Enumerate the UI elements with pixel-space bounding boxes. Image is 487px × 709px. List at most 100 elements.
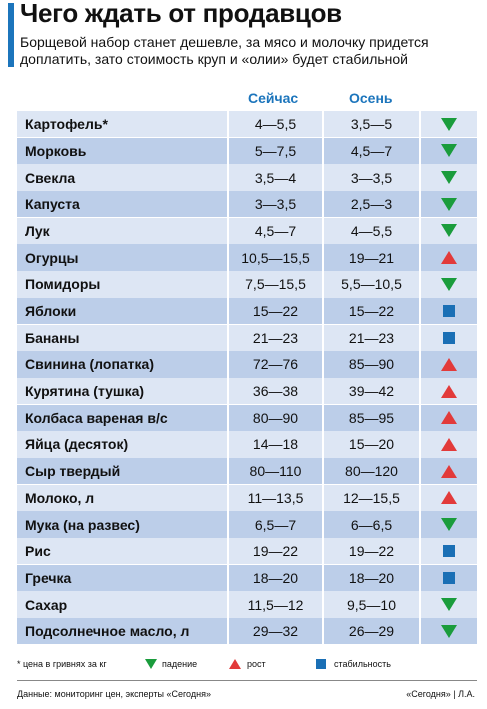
- table-row: Молоко, л 11—13,5 12—15,5: [17, 484, 477, 512]
- page-subtitle: Борщевой набор станет дешевле, за мясо и…: [20, 34, 429, 67]
- product-name: Свинина (лопатка): [17, 351, 227, 378]
- price-autumn: 3—3,5: [324, 164, 419, 191]
- product-name: Сыр твердый: [17, 457, 227, 485]
- triangle-down-icon: [441, 598, 457, 612]
- trend-cell: [421, 457, 477, 485]
- square-icon: [443, 331, 455, 344]
- product-name: Морковь: [17, 137, 227, 165]
- square-icon: [443, 571, 455, 584]
- table-row: Колбаса вареная в/с 80—90 85—95: [17, 404, 477, 431]
- table-row: Курятина (тушка) 36—38 39—42: [17, 377, 477, 405]
- footer-source: Данные: мониторинг цен, эксперты «Сегодн…: [17, 689, 211, 699]
- price-now: 3—3,5: [229, 191, 322, 218]
- table-row: Яблоки 15—22 15—22: [17, 297, 477, 325]
- price-autumn: 26—29: [324, 618, 419, 645]
- legend-up-icon: [229, 659, 241, 669]
- price-now: 36—38: [229, 377, 322, 405]
- trend-cell: [421, 244, 477, 271]
- product-name: Молоко, л: [17, 484, 227, 512]
- product-name: Бананы: [17, 324, 227, 351]
- footer-credit: «Сегодня» | Л.А.: [406, 689, 475, 699]
- table-row: Мука (на развес) 6,5—7 6—6,5: [17, 511, 477, 538]
- legend-stable-label: стабильность: [334, 659, 391, 669]
- table-row: Бананы 21—23 21—23: [17, 324, 477, 351]
- triangle-down-icon: [441, 277, 457, 291]
- legend-up-label: рост: [247, 659, 266, 669]
- price-autumn: 3,5—5: [324, 111, 419, 138]
- legend-note: * цена в гривнях за кг: [17, 659, 107, 669]
- product-name: Яйца (десяток): [17, 431, 227, 458]
- price-now: 29—32: [229, 618, 322, 645]
- price-now: 4,5—7: [229, 217, 322, 245]
- trend-cell: [421, 191, 477, 218]
- price-now: 11,5—12: [229, 591, 322, 618]
- legend: * цена в гривнях за кг падение рост стаб…: [17, 657, 477, 673]
- trend-cell: [421, 217, 477, 245]
- page-title: Чего ждать от продавцов: [20, 0, 342, 28]
- product-name: Сахар: [17, 591, 227, 618]
- table-row: Сахар 11,5—12 9,5—10: [17, 591, 477, 618]
- price-autumn: 85—90: [324, 351, 419, 378]
- price-now: 21—23: [229, 324, 322, 351]
- product-name: Огурцы: [17, 244, 227, 271]
- trend-cell: [421, 484, 477, 512]
- price-now: 6,5—7: [229, 511, 322, 538]
- price-autumn: 6—6,5: [324, 511, 419, 538]
- square-icon: [443, 545, 455, 558]
- price-now: 4—5,5: [229, 111, 322, 138]
- product-name: Мука (на развес): [17, 511, 227, 538]
- trend-cell: [421, 377, 477, 405]
- product-name: Яблоки: [17, 297, 227, 325]
- table-row: Огурцы 10,5—15,5 19—21: [17, 244, 477, 271]
- price-table: Картофель* 4—5,5 3,5—5 Морковь 5—7,5 4,5—7 Све…: [17, 111, 477, 645]
- column-header-autumn: Осень: [349, 90, 393, 106]
- trend-cell: [421, 431, 477, 458]
- table-row: Морковь 5—7,5 4,5—7: [17, 137, 477, 165]
- product-name: Курятина (тушка): [17, 377, 227, 405]
- trend-cell: [421, 591, 477, 618]
- table-row: Картофель* 4—5,5 3,5—5: [17, 111, 477, 138]
- price-autumn: 9,5—10: [324, 591, 419, 618]
- price-autumn: 4,5—7: [324, 137, 419, 165]
- trend-cell: [421, 297, 477, 325]
- table-row: Рис 19—22 19—22: [17, 538, 477, 565]
- price-now: 3,5—4: [229, 164, 322, 191]
- triangle-up-icon: [441, 384, 457, 398]
- trend-cell: [421, 164, 477, 191]
- trend-cell: [421, 271, 477, 298]
- product-name: Капуста: [17, 191, 227, 218]
- table-row: Яйца (десяток) 14—18 15—20: [17, 431, 477, 458]
- trend-cell: [421, 511, 477, 538]
- legend-down-label: падение: [162, 659, 198, 669]
- price-now: 11—13,5: [229, 484, 322, 512]
- product-name: Свекла: [17, 164, 227, 191]
- trend-cell: [421, 538, 477, 565]
- price-autumn: 18—20: [324, 564, 419, 592]
- price-now: 10,5—15,5: [229, 244, 322, 271]
- triangle-down-icon: [441, 171, 457, 185]
- table-row: Помидоры 7,5—15,5 5,5—10,5: [17, 271, 477, 298]
- legend-down-icon: [145, 659, 157, 669]
- product-name: Картофель*: [17, 111, 227, 138]
- triangle-up-icon: [441, 357, 457, 371]
- square-icon: [443, 305, 455, 317]
- table-row: Лук 4,5—7 4—5,5: [17, 217, 477, 245]
- trend-cell: [421, 324, 477, 351]
- product-name: Помидоры: [17, 271, 227, 298]
- trend-cell: [421, 111, 477, 138]
- price-autumn: 21—23: [324, 324, 419, 351]
- table-row: Свекла 3,5—4 3—3,5: [17, 164, 477, 191]
- triangle-up-icon: [441, 464, 457, 478]
- price-autumn: 4—5,5: [324, 217, 419, 245]
- price-now: 80—90: [229, 404, 322, 431]
- triangle-up-icon: [441, 491, 457, 505]
- product-name: Гречка: [17, 564, 227, 592]
- price-autumn: 39—42: [324, 377, 419, 405]
- triangle-down-icon: [441, 518, 457, 531]
- price-autumn: 85—95: [324, 404, 419, 431]
- price-autumn: 12—15,5: [324, 484, 419, 512]
- trend-cell: [421, 137, 477, 165]
- trend-cell: [421, 351, 477, 378]
- price-now: 72—76: [229, 351, 322, 378]
- price-now: 18—20: [229, 564, 322, 592]
